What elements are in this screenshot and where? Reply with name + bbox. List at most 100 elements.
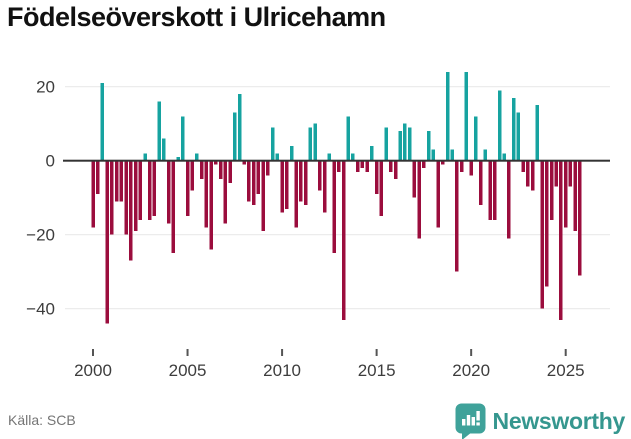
bar <box>374 160 379 194</box>
bar <box>403 123 407 161</box>
bar <box>308 127 313 161</box>
bar <box>493 160 497 220</box>
bar <box>459 160 464 172</box>
bar <box>436 160 440 228</box>
y-tick-label: −40 <box>26 300 55 319</box>
bar <box>540 160 544 309</box>
x-tick-mark <box>281 349 284 356</box>
x-tick-mark <box>564 349 567 356</box>
bars-group <box>91 71 582 324</box>
bar <box>237 94 242 161</box>
bar <box>199 160 204 180</box>
bar <box>129 160 133 261</box>
newsworthy-brand: Newsworthy <box>455 403 626 439</box>
bar <box>157 101 161 161</box>
bar <box>379 160 384 217</box>
bar <box>152 160 157 217</box>
bar <box>469 160 473 176</box>
bar <box>266 160 270 176</box>
bar <box>166 160 171 224</box>
bar <box>511 97 516 161</box>
bar <box>332 160 336 254</box>
bar <box>365 160 369 172</box>
bar <box>318 160 322 191</box>
bar <box>370 145 374 161</box>
bar <box>223 160 228 224</box>
bar <box>114 160 119 202</box>
bar <box>181 116 185 161</box>
bar <box>171 160 176 254</box>
bar <box>190 160 195 191</box>
bar <box>337 160 341 172</box>
bar <box>289 145 294 161</box>
x-axis: 2000 2005 2010 2015 2020 2025 <box>74 349 585 380</box>
bar <box>346 116 351 161</box>
bar <box>545 160 549 287</box>
bar <box>455 160 459 272</box>
x-tick-mark <box>92 349 94 356</box>
bar <box>256 160 261 194</box>
bar <box>573 160 577 231</box>
x-tick-label: 2005 <box>169 361 207 380</box>
bar <box>417 160 421 239</box>
bar <box>554 160 558 187</box>
zero-line <box>63 159 610 162</box>
bar <box>341 160 346 320</box>
bar <box>327 153 332 161</box>
y-tick-label: −20 <box>26 226 55 245</box>
x-tick-mark <box>375 349 378 356</box>
bar <box>488 160 492 220</box>
x-tick-label: 2015 <box>358 361 396 380</box>
bar <box>195 153 199 161</box>
bar <box>233 112 237 161</box>
bar <box>559 160 563 320</box>
bar <box>422 160 426 169</box>
bar <box>138 160 143 220</box>
bar <box>360 160 365 169</box>
bar <box>502 153 506 161</box>
bar <box>521 160 525 172</box>
bar <box>497 90 502 161</box>
logo-bars-glyph <box>461 410 480 425</box>
bar <box>464 71 469 161</box>
bar <box>384 127 388 161</box>
bar <box>355 160 360 172</box>
bar <box>578 160 582 276</box>
bar <box>398 131 402 161</box>
bar <box>147 160 152 220</box>
bar <box>91 160 95 228</box>
bar <box>412 160 417 198</box>
bar <box>185 160 190 217</box>
bar <box>322 160 327 213</box>
x-tick-label: 2010 <box>263 361 301 380</box>
bar <box>100 83 105 161</box>
bar <box>204 160 209 228</box>
bar <box>176 157 180 161</box>
newsworthy-wordmark: Newsworthy <box>492 407 626 434</box>
bar <box>209 160 213 250</box>
bar <box>431 149 436 161</box>
bar <box>110 160 114 235</box>
bar <box>105 160 109 324</box>
bar <box>535 105 540 161</box>
bar <box>251 160 256 206</box>
bar <box>133 160 138 231</box>
source-label: Källa: SCB <box>8 412 76 428</box>
bar <box>275 153 280 161</box>
bar <box>478 160 483 206</box>
bar <box>214 160 218 165</box>
bar <box>549 160 554 220</box>
bar <box>218 160 223 180</box>
x-tick-label: 2020 <box>452 361 490 380</box>
bar <box>389 160 393 172</box>
bar <box>303 160 308 206</box>
y-axis-labels: 20 0 −20 −40 <box>26 78 55 319</box>
bar <box>445 71 450 161</box>
x-tick-mark <box>186 349 189 356</box>
bar <box>407 127 412 161</box>
bar <box>351 153 355 161</box>
bar <box>530 160 535 191</box>
chart-title: Födelseöverskott i Ulricehamn <box>7 2 386 32</box>
